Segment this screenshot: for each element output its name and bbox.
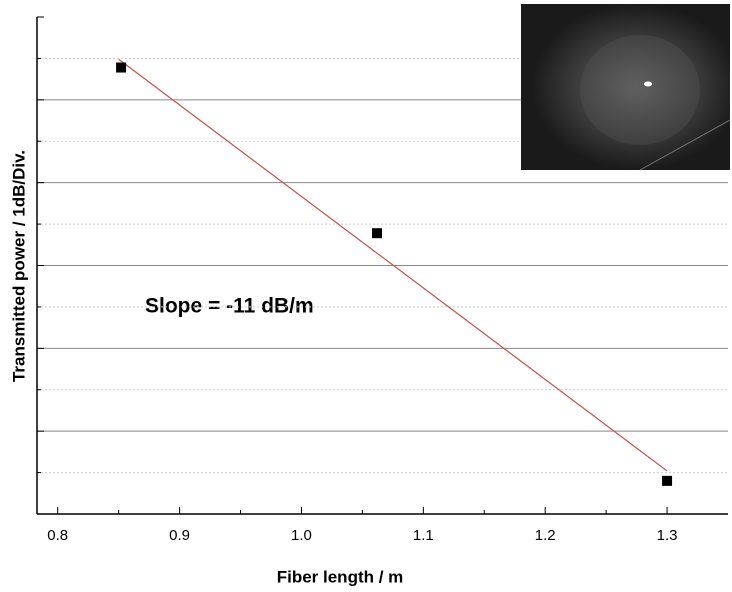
x-tick-label: 1.3 <box>657 527 678 544</box>
data-point <box>116 62 127 73</box>
x-tick-label: 1.2 <box>535 527 556 544</box>
fit-line <box>118 58 668 472</box>
x-tick-label: 1.0 <box>291 527 312 544</box>
data-point <box>372 228 383 239</box>
y-axis-label: Transmitted power / 1dB/Div. <box>9 150 28 382</box>
inset-photo <box>521 4 731 171</box>
x-tick-label: 0.8 <box>47 527 68 544</box>
data-point <box>662 475 673 486</box>
annotation: Slope = -11 dB/m <box>145 295 314 318</box>
x-axis-label: Fiber length / m <box>277 567 404 586</box>
x-tick-label: 1.1 <box>413 527 434 544</box>
x-tick-label: 0.9 <box>169 527 190 544</box>
